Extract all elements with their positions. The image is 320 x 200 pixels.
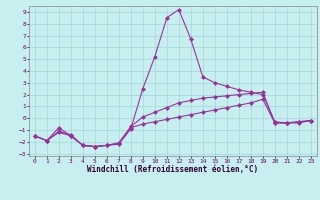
X-axis label: Windchill (Refroidissement éolien,°C): Windchill (Refroidissement éolien,°C) [87, 165, 258, 174]
